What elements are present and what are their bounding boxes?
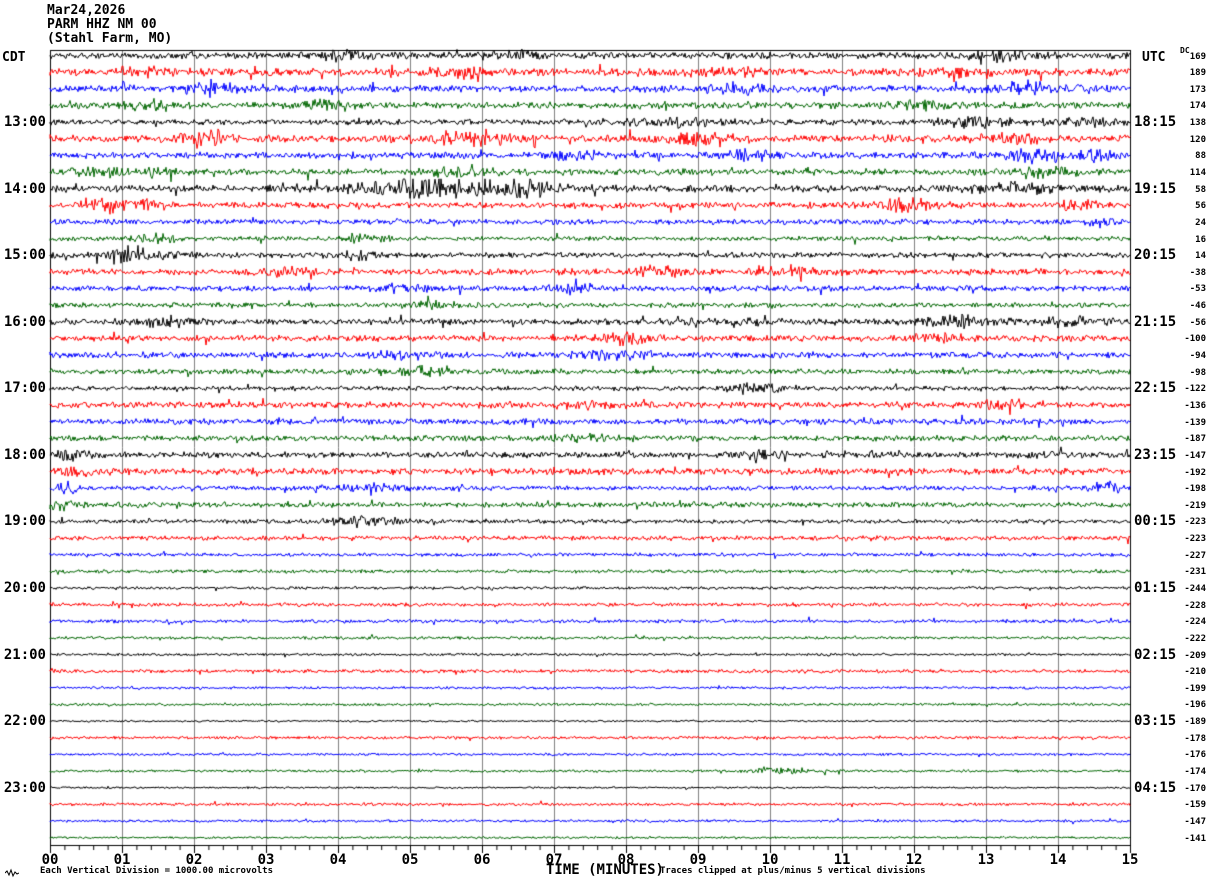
dc-offset-value: -174 [1184, 767, 1206, 778]
dc-offset-value: 24 [1195, 217, 1206, 228]
dc-offset-value: -196 [1184, 700, 1206, 711]
x-tick-label: 02 [185, 852, 203, 868]
x-tick-label: 06 [473, 852, 491, 868]
left-hour-label: 20:00 [3, 579, 46, 596]
dc-offset-value: -219 [1184, 500, 1206, 511]
dc-offset-value: -46 [1189, 301, 1206, 312]
dc-offset-value: -170 [1184, 783, 1206, 794]
dc-offset-value: 174 [1189, 101, 1206, 112]
scale-note: Each Vertical Division = 1000.00 microvo… [40, 866, 273, 876]
x-tick-label: 03 [257, 852, 275, 868]
dc-offset-value: -187 [1184, 434, 1206, 445]
dc-offset-value: -222 [1184, 633, 1206, 644]
dc-offset-value: 56 [1195, 201, 1206, 212]
right-hour-label: 23:15 [1134, 446, 1177, 463]
left-hour-label: 18:00 [3, 446, 46, 463]
dc-offset-value: -139 [1184, 417, 1206, 428]
right-hour-label: 18:15 [1134, 114, 1177, 131]
dc-offset-value: -147 [1184, 816, 1206, 827]
dc-offset-value: 173 [1189, 84, 1206, 95]
dc-offset-value: 114 [1189, 167, 1206, 178]
left-hour-label: 22:00 [3, 713, 46, 730]
x-tick-label: 13 [977, 852, 995, 868]
dc-offset-value: 14 [1195, 251, 1206, 262]
x-tick-label: 14 [1049, 852, 1067, 868]
x-tick-label: 04 [329, 852, 347, 868]
right-timezone-label: UTC [1142, 50, 1166, 65]
dc-offset-value: 169 [1189, 51, 1206, 62]
dc-offset-value: -224 [1184, 617, 1206, 628]
right-hour-label: 19:15 [1134, 180, 1177, 197]
dc-offset-value: -178 [1184, 733, 1206, 744]
left-hour-label: 21:00 [3, 646, 46, 663]
dc-offset-header: DC [1180, 46, 1190, 55]
dc-offset-value: -244 [1184, 583, 1206, 594]
x-tick-label: 07 [545, 852, 563, 868]
dc-offset-value: 58 [1195, 184, 1206, 195]
mini-waveform-icon [5, 868, 19, 878]
dc-offset-value: -56 [1189, 317, 1206, 328]
dc-offset-value: -141 [1184, 833, 1206, 844]
dc-offset-value: -98 [1189, 367, 1206, 378]
dc-offset-value: -231 [1184, 567, 1206, 578]
dc-offset-value: 120 [1189, 134, 1206, 145]
dc-offset-value: -94 [1189, 351, 1206, 362]
dc-offset-value: -192 [1184, 467, 1206, 478]
dc-offset-value: -38 [1189, 267, 1206, 278]
dc-offset-value: 16 [1195, 234, 1206, 245]
dc-offset-value: -198 [1184, 484, 1206, 495]
right-hour-label: 00:15 [1134, 513, 1177, 530]
header-date: Mar24,2026 [47, 3, 126, 18]
dc-offset-value: -210 [1184, 667, 1206, 678]
dc-offset-value: -122 [1184, 384, 1206, 395]
dc-offset-value: -227 [1184, 550, 1206, 561]
left-hour-label: 15:00 [3, 247, 46, 264]
right-hour-label: 01:15 [1134, 579, 1177, 596]
right-hour-label: 04:15 [1134, 779, 1177, 796]
dc-offset-value: -223 [1184, 517, 1206, 528]
x-tick-label: 01 [113, 852, 131, 868]
left-hour-label: 17:00 [3, 380, 46, 397]
header-station: PARM HHZ NM 00 [47, 17, 157, 32]
x-tick-label: 12 [905, 852, 923, 868]
x-tick-label: 09 [689, 852, 707, 868]
dc-offset-value: -147 [1184, 450, 1206, 461]
right-hour-label: 03:15 [1134, 713, 1177, 730]
dc-offset-value: -100 [1184, 334, 1206, 345]
header-location: (Stahl Farm, MO) [47, 31, 173, 46]
dc-offset-value: 138 [1189, 118, 1206, 129]
right-hour-label: 20:15 [1134, 247, 1177, 264]
left-hour-label: 14:00 [3, 180, 46, 197]
x-tick-label: 11 [833, 852, 851, 868]
x-tick-label: 08 [617, 852, 635, 868]
dc-offset-value: -159 [1184, 800, 1206, 811]
dc-offset-value: -209 [1184, 650, 1206, 661]
dc-offset-value: -176 [1184, 750, 1206, 761]
left-hour-label: 23:00 [3, 779, 46, 796]
x-tick-label: 00 [41, 852, 59, 868]
right-hour-label: 02:15 [1134, 646, 1177, 663]
dc-offset-value: -223 [1184, 534, 1206, 545]
x-tick-label: 15 [1121, 852, 1139, 868]
right-hour-label: 21:15 [1134, 313, 1177, 330]
x-tick-label: 05 [401, 852, 419, 868]
left-hour-label: 13:00 [3, 114, 46, 131]
dc-offset-value: 88 [1195, 151, 1206, 162]
left-hour-label: 19:00 [3, 513, 46, 530]
x-axis-title: TIME (MINUTES) [545, 862, 664, 878]
x-tick-label: 10 [761, 852, 779, 868]
dc-offset-value: -136 [1184, 400, 1206, 411]
left-hour-label: 16:00 [3, 313, 46, 330]
right-hour-label: 22:15 [1134, 380, 1177, 397]
dc-offset-value: -53 [1189, 284, 1206, 295]
dc-offset-value: -228 [1184, 600, 1206, 611]
left-timezone-label: CDT [2, 50, 26, 65]
dc-offset-value: 189 [1189, 68, 1206, 79]
clip-note: Traces clipped at plus/minus 5 vertical … [660, 866, 926, 876]
dc-offset-value: -189 [1184, 717, 1206, 728]
dc-offset-value: -199 [1184, 683, 1206, 694]
